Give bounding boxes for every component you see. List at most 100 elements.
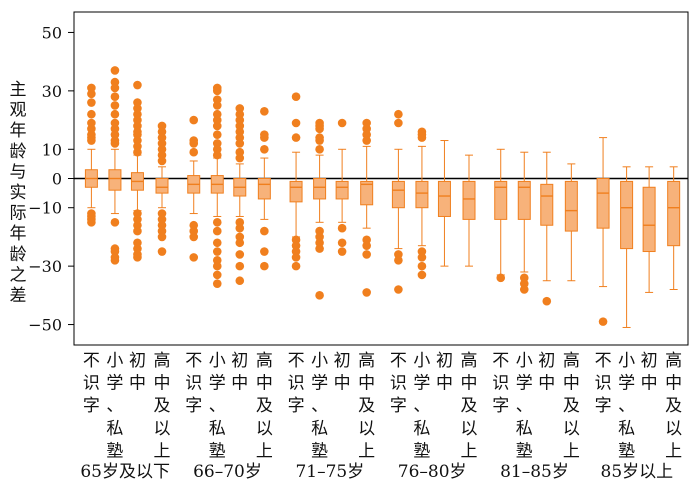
box-iqr (462, 180, 476, 220)
box-iqr (313, 178, 327, 200)
outlier-point (110, 139, 120, 148)
outlier-point (87, 98, 96, 107)
outlier-point (315, 144, 324, 154)
y-tick-label: −10 (28, 199, 62, 218)
box-iqr (257, 178, 271, 200)
box-4-2 (415, 127, 429, 280)
outlier-point (235, 139, 245, 148)
box-6-4 (667, 166, 681, 290)
box-4-3 (437, 140, 451, 267)
age-group-5 (494, 148, 578, 306)
box-iqr (108, 169, 122, 191)
outlier-point (417, 261, 427, 271)
y-axis: 50 30 10 0 −10 −30 −50 (28, 23, 74, 335)
education-label: 高中及以上 (256, 351, 273, 461)
outlier-point (394, 255, 403, 265)
box-iqr (596, 178, 610, 229)
outlier-point (362, 136, 371, 145)
box-1-3 (130, 80, 144, 262)
box-5-1 (494, 148, 508, 283)
box-iqr (564, 180, 578, 232)
y-tick-label: 30 (42, 82, 62, 101)
outlier-point (260, 261, 269, 271)
box-iqr (437, 180, 451, 217)
age-group-3 (289, 92, 374, 300)
outlier-point (110, 109, 120, 119)
box-iqr (642, 186, 656, 253)
education-label: 初中 (641, 351, 658, 394)
age-group-4 (391, 109, 476, 294)
education-label: 高中及以上 (358, 351, 375, 461)
outlier-point (87, 109, 96, 119)
box-iqr (620, 180, 634, 250)
outlier-point (235, 250, 245, 259)
education-label: 小学、私塾 (311, 351, 328, 461)
outlier-point (337, 118, 347, 128)
x-axis-education-labels: 不识字小学、私塾初中高中及以上不识字小学、私塾初中高中及以上不识字小学、私塾初中… (83, 351, 682, 461)
outlier-point (157, 156, 167, 166)
outlier-point (291, 133, 301, 142)
outlier-point (235, 223, 245, 233)
box-iqr (391, 180, 405, 209)
box-5-2 (517, 151, 531, 294)
y-tick-label: 10 (42, 140, 62, 159)
education-label: 高中及以上 (154, 351, 171, 461)
outlier-point (212, 261, 222, 271)
box-2-1 (187, 115, 201, 262)
outlier-point (496, 273, 506, 283)
outlier-point (362, 241, 371, 250)
box-iqr (540, 183, 554, 226)
outlier-point (110, 92, 120, 102)
box-iqr (667, 180, 681, 247)
outlier-point (260, 226, 269, 236)
outlier-point (291, 253, 301, 262)
outlier-point (417, 133, 427, 142)
outlier-point (337, 247, 347, 256)
outlier-point (110, 218, 120, 227)
outlier-point (189, 232, 199, 242)
outlier-point (315, 136, 324, 145)
box-5-4 (564, 163, 578, 282)
outlier-point (157, 247, 167, 256)
box-4-4 (462, 154, 476, 267)
outlier-point (110, 255, 120, 265)
education-label: 初中 (538, 351, 555, 394)
box-1-4 (155, 121, 169, 256)
outlier-point (235, 261, 245, 271)
outlier-point (337, 238, 347, 248)
outlier-point (260, 107, 269, 116)
box-6-1 (596, 137, 610, 326)
outlier-point (260, 144, 269, 154)
box-iqr (289, 180, 303, 203)
outlier-point (394, 285, 403, 294)
outlier-point (260, 133, 269, 142)
outlier-point (157, 232, 167, 242)
education-label: 高中及以上 (563, 351, 580, 461)
outlier-point (212, 150, 222, 160)
box-iqr (360, 180, 374, 206)
age-group-label: 76–80岁 (398, 462, 467, 482)
education-label: 初中 (129, 351, 146, 394)
outlier-point (291, 261, 301, 271)
y-tick-label: −30 (28, 257, 62, 276)
y-tick-label: 50 (42, 23, 62, 42)
outlier-point (212, 218, 222, 227)
age-group-1 (84, 66, 169, 265)
box-2-4 (257, 107, 271, 271)
box-iqr (494, 180, 508, 220)
outlier-point (212, 226, 222, 236)
box-1-2 (108, 66, 122, 265)
outlier-point (212, 130, 222, 139)
box-5-3 (540, 151, 554, 306)
outlier-point (133, 147, 142, 157)
box-iqr (335, 180, 349, 200)
outlier-point (189, 147, 199, 157)
box-3-3 (335, 118, 349, 256)
education-label: 不识字 (390, 351, 407, 416)
education-label: 高中及以上 (665, 351, 682, 461)
box-iqr (517, 180, 531, 220)
education-label: 高中及以上 (461, 351, 478, 461)
education-label: 小学、私塾 (516, 351, 533, 461)
outlier-point (519, 285, 529, 294)
boxes (84, 66, 681, 328)
